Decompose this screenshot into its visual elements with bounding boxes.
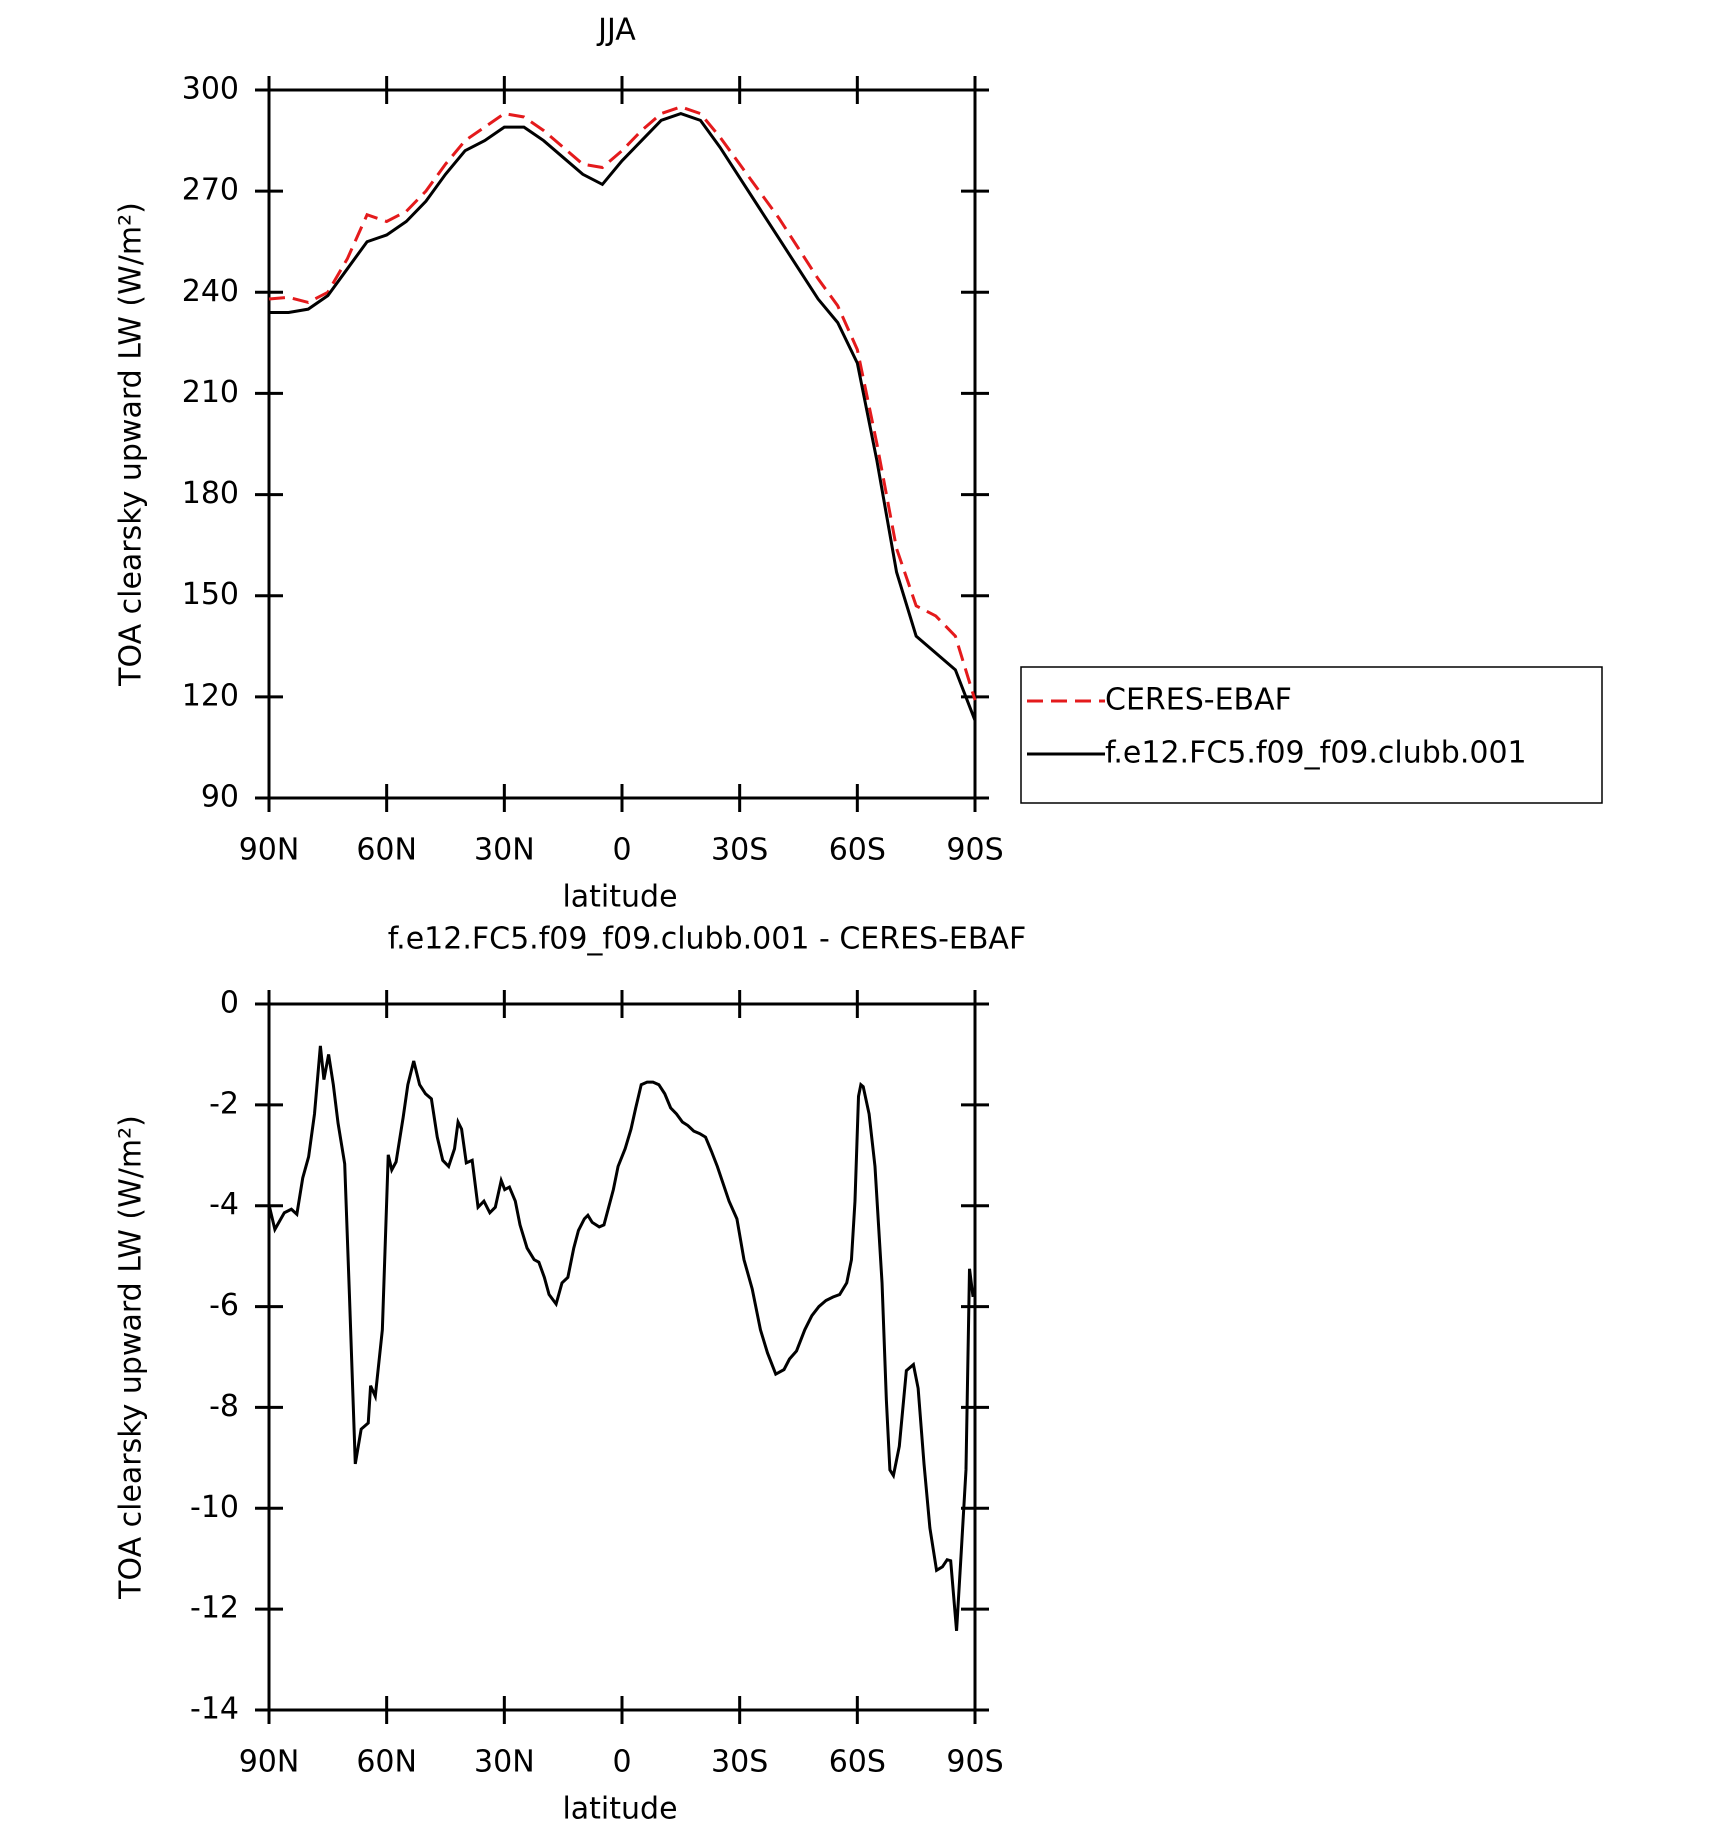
legend-label: CERES-EBAF xyxy=(1105,683,1292,718)
y-tick-label: -8 xyxy=(209,1389,239,1424)
y-tick-label: -2 xyxy=(209,1086,239,1121)
y-tick-label: -6 xyxy=(209,1288,239,1323)
x-tick-label: 0 xyxy=(612,833,631,868)
y-tick-label: 180 xyxy=(182,476,239,511)
x-tick-label: 60S xyxy=(829,1745,886,1780)
x-tick-label: 0 xyxy=(612,1745,631,1780)
y-tick-label: 150 xyxy=(182,577,239,612)
x-tick-label: 30S xyxy=(711,1745,768,1780)
y-tick-label: 90 xyxy=(201,780,239,815)
x-tick-label: 60N xyxy=(356,833,417,868)
y-axis-label: TOA clearsky upward LW (W/m²) xyxy=(114,202,149,687)
x-tick-label: 30N xyxy=(474,833,535,868)
chart-title: f.e12.FC5.f09_f09.clubb.001 - CERES-EBAF xyxy=(388,922,1026,957)
y-tick-label: 0 xyxy=(220,986,239,1021)
legend-label: f.e12.FC5.f09_f09.clubb.001 xyxy=(1105,736,1527,771)
chart-panel: JJA 90 120 150 180 210 240 270 300 90N 60N 30N 0 30S 6… xyxy=(114,13,1603,915)
x-tick-label: 90N xyxy=(239,1745,300,1780)
data-line xyxy=(267,1045,975,1631)
x-axis-label: latitude xyxy=(562,1792,677,1827)
x-tick-label: 60N xyxy=(356,1745,417,1780)
legend-box xyxy=(1020,666,1603,804)
data-line xyxy=(268,105,977,701)
y-tick-label: 270 xyxy=(182,173,239,208)
x-tick-label: 90S xyxy=(946,833,1003,868)
chart-panel: f.e12.FC5.f09_f09.clubb.001 - CERES-EBAF… xyxy=(114,922,1027,1827)
x-tick-label: 60S xyxy=(829,833,886,868)
x-tick-label: 30S xyxy=(711,833,768,868)
y-tick-label: 300 xyxy=(182,72,239,107)
y-tick-label: -12 xyxy=(190,1591,239,1626)
x-tick-label: 30N xyxy=(474,1745,535,1780)
y-tick-label: -4 xyxy=(209,1187,239,1222)
data-line xyxy=(269,112,977,722)
y-tick-label: 210 xyxy=(182,375,239,410)
y-tick-label: 120 xyxy=(182,678,239,713)
plot-frame xyxy=(267,88,977,800)
y-tick-label: 240 xyxy=(182,274,239,309)
x-tick-label: 90N xyxy=(239,833,300,868)
y-tick-label: -14 xyxy=(190,1692,239,1727)
chart-title: JJA xyxy=(596,13,636,48)
x-axis-label: latitude xyxy=(562,880,677,915)
y-axis-label: TOA clearsky upward LW (W/m²) xyxy=(114,1115,149,1600)
x-tick-label: 90S xyxy=(946,1745,1003,1780)
y-tick-label: -10 xyxy=(190,1490,239,1525)
